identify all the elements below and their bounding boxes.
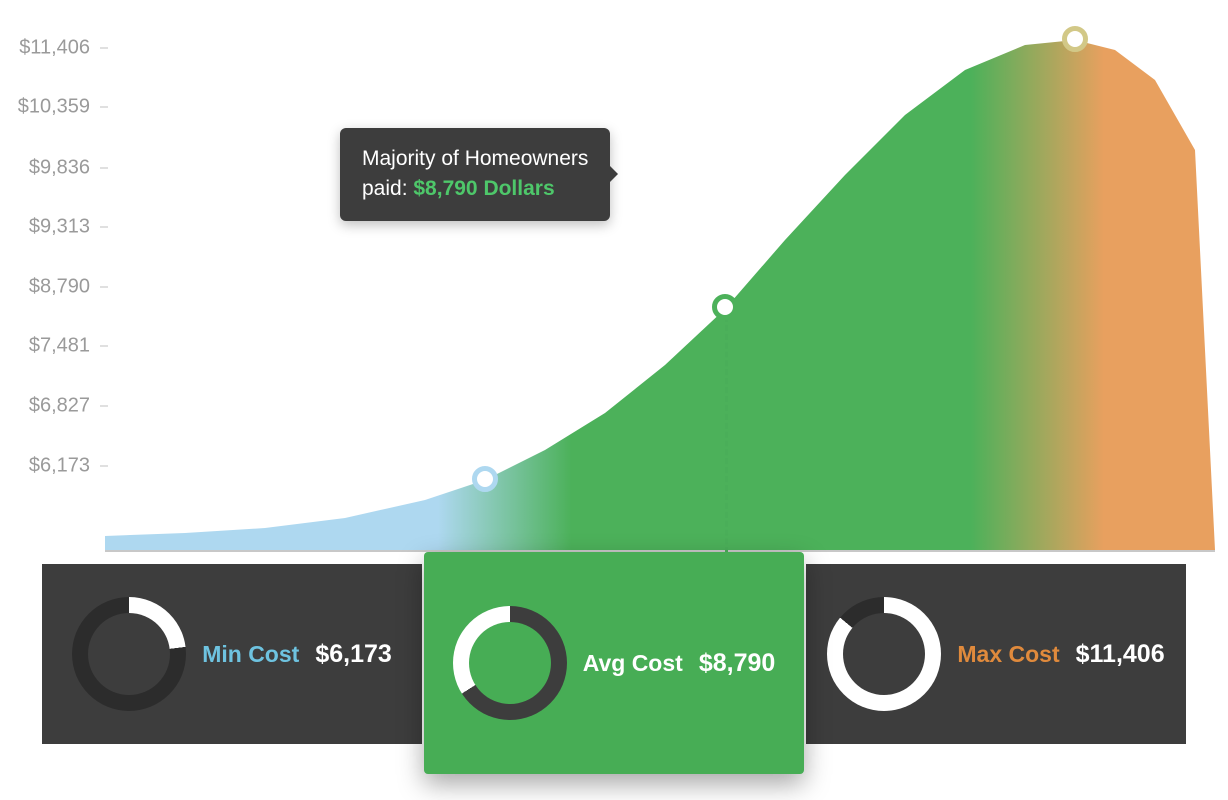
avg-cost-label: Avg Cost: [583, 650, 683, 677]
y-tick-label: $6,827: [29, 395, 90, 418]
area-series-path: [105, 40, 1215, 550]
max-cost-value: $11,406: [1076, 640, 1165, 669]
avg-cost-marker: [712, 294, 738, 320]
avg-dashed-line: [725, 307, 728, 580]
avg-cost-text: Avg Cost $8,790: [583, 649, 776, 678]
min-donut-icon: [72, 597, 186, 711]
y-tick-label: $11,406: [19, 37, 90, 60]
min-cost-card: Min Cost $6,173: [42, 564, 422, 744]
tooltip-line2: paid: $8,790 Dollars: [362, 174, 588, 204]
y-tick-label: $8,790: [29, 276, 90, 299]
min-cost-value: $6,173: [315, 640, 391, 669]
max-cost-text: Max Cost $11,406: [957, 640, 1164, 669]
avg-cost-value: $8,790: [699, 649, 775, 678]
max-cost-marker: [1062, 26, 1088, 52]
avg-cost-card: Avg Cost $8,790: [424, 552, 804, 774]
y-tick-label: $6,173: [29, 455, 90, 478]
min-cost-marker: [472, 466, 498, 492]
max-cost-label: Max Cost: [957, 641, 1059, 668]
avg-tooltip: Majority of Homeowners paid: $8,790 Doll…: [340, 128, 610, 221]
y-tick-label: $9,836: [29, 157, 90, 180]
tooltip-prefix: paid:: [362, 177, 413, 200]
tooltip-value: $8,790 Dollars: [413, 177, 554, 200]
chart-plot-area: [105, 20, 1215, 550]
min-cost-text: Min Cost $6,173: [202, 640, 392, 669]
avg-donut-icon: [453, 606, 567, 720]
tooltip-line1: Majority of Homeowners: [362, 144, 588, 174]
cost-cards-footer: Min Cost $6,173 Avg Cost $8,790 Max Cost…: [0, 552, 1228, 800]
y-tick-label: $10,359: [18, 96, 90, 119]
chart-svg: [105, 20, 1215, 550]
min-cost-label: Min Cost: [202, 641, 299, 668]
y-tick-label: $7,481: [29, 335, 90, 358]
y-tick-label: $9,313: [29, 216, 90, 239]
max-donut-icon: [827, 597, 941, 711]
max-cost-card: Max Cost $11,406: [806, 564, 1186, 744]
cost-chart-widget: $11,406 $10,359 $9,836 $9,313 $8,790 $7,…: [0, 0, 1228, 800]
y-axis-labels: $11,406 $10,359 $9,836 $9,313 $8,790 $7,…: [0, 20, 100, 550]
